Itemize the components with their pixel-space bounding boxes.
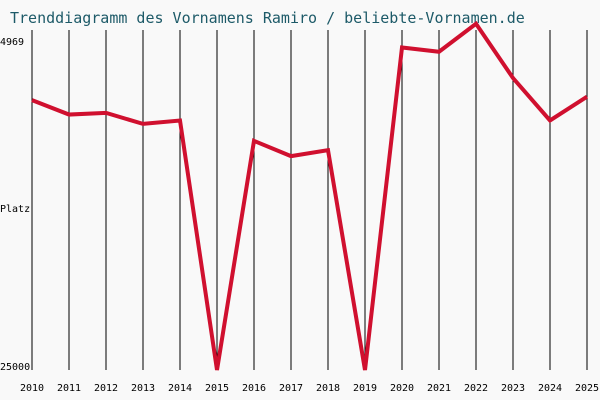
x-tick-label-2018: 2018 (316, 383, 340, 394)
series-group (31, 20, 589, 371)
x-tick-label-2013: 2013 (131, 383, 155, 394)
chart-title: Trenddiagramm des Vornamens Ramiro / bel… (10, 9, 525, 27)
x-tick-label-2017: 2017 (279, 383, 303, 394)
y-tick-label-bottom: 25000 (0, 362, 30, 373)
x-tick-label-2011: 2011 (57, 383, 81, 394)
x-tick-label-2014: 2014 (168, 383, 192, 394)
y-tick-label-top: 4969 (0, 37, 24, 48)
x-tick-label-2010: 2010 (20, 383, 44, 394)
x-tick-labels: 2010 2011 2012 2013 2014 2015 2016 2017 2018 2019… (20, 383, 599, 394)
x-tick-label-2021: 2021 (427, 383, 451, 394)
x-tick-label-2016: 2016 (242, 383, 266, 394)
y-axis-label: Platz (0, 204, 30, 215)
x-tick-label-2025: 2025 (575, 383, 599, 394)
x-tick-label-2015: 2015 (205, 383, 229, 394)
x-tick-label-2022: 2022 (464, 383, 488, 394)
grid-lines (31, 30, 588, 370)
x-tick-label-2019: 2019 (353, 383, 377, 394)
series-line-0 (31, 20, 589, 371)
x-tick-label-2024: 2024 (538, 383, 562, 394)
x-tick-label-2023: 2023 (501, 383, 525, 394)
x-tick-label-2020: 2020 (390, 383, 414, 394)
x-tick-label-2012: 2012 (94, 383, 118, 394)
